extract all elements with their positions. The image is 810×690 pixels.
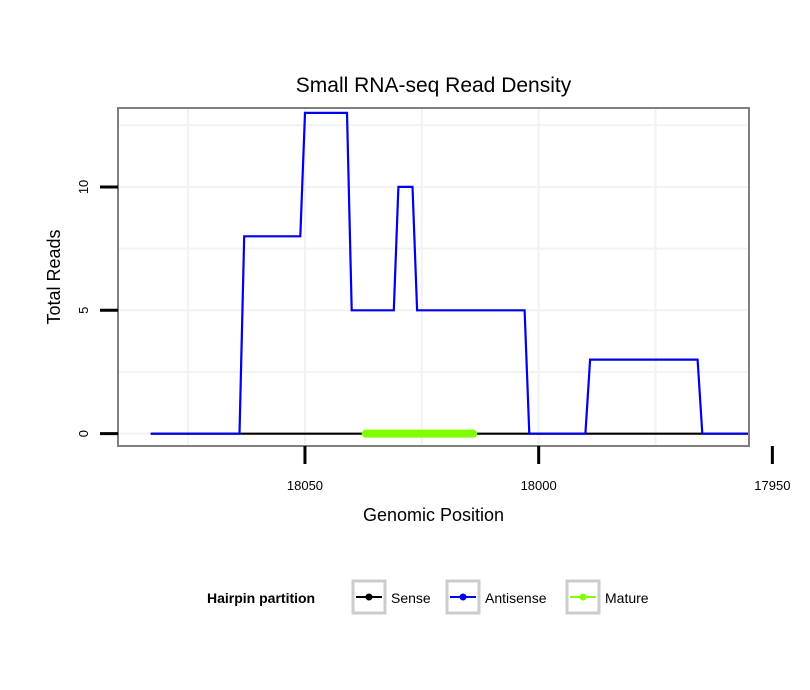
x-tick-label: 17950 xyxy=(754,478,790,493)
axis-ticks: 18050 18000 17950 0 5 10 xyxy=(76,180,790,493)
legend-title: Hairpin partition xyxy=(207,590,315,606)
x-tick-label: 18050 xyxy=(287,478,323,493)
x-tick-label: 18000 xyxy=(521,478,557,493)
x-axis-label: Genomic Position xyxy=(363,505,504,525)
legend-label-antisense: Antisense xyxy=(485,590,547,606)
series-layer xyxy=(150,111,749,438)
legend: Hairpin partition Sense Antisense Mature xyxy=(207,579,649,615)
plot-panel xyxy=(118,108,749,446)
y-tick-label: 10 xyxy=(76,180,91,194)
legend-key-dot xyxy=(459,593,467,601)
chart-title: Small RNA-seq Read Density xyxy=(296,74,572,97)
legend-key-dot xyxy=(579,593,587,601)
plot-border xyxy=(117,107,750,447)
legend-label-sense: Sense xyxy=(391,590,431,606)
legend-label-mature: Mature xyxy=(605,590,649,606)
y-tick-label: 0 xyxy=(76,430,91,437)
y-axis-label: Total Reads xyxy=(44,229,64,324)
legend-key-dot xyxy=(365,593,373,601)
y-tick-label: 5 xyxy=(76,307,91,314)
series-antisense-line xyxy=(150,111,749,435)
